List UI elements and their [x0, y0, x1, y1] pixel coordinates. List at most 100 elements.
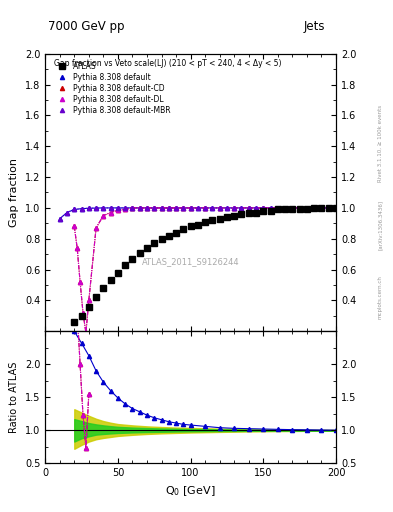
Pythia 8.308 default — [101, 205, 106, 211]
Pythia 8.308 default-CD — [94, 225, 98, 231]
ATLAS — [305, 206, 309, 212]
Line: Pythia 8.308 default: Pythia 8.308 default — [58, 206, 338, 221]
Pythia 8.308 default-CD — [101, 212, 106, 219]
ATLAS — [326, 205, 331, 211]
Pythia 8.308 default — [196, 205, 200, 211]
Line: Pythia 8.308 default-MBR: Pythia 8.308 default-MBR — [58, 206, 338, 221]
Pythia 8.308 default-CD — [84, 330, 88, 336]
Pythia 8.308 default-CD — [261, 205, 266, 211]
Line: ATLAS: ATLAS — [72, 205, 339, 325]
ATLAS — [210, 217, 215, 223]
Pythia 8.308 default-CD — [290, 205, 295, 211]
Pythia 8.308 default — [79, 206, 84, 212]
Pythia 8.308 default-CD — [123, 206, 128, 212]
Pythia 8.308 default — [174, 205, 178, 211]
Pythia 8.308 default-MBR — [225, 205, 230, 211]
Pythia 8.308 default-MBR — [261, 205, 266, 211]
Pythia 8.308 default — [239, 205, 244, 211]
ATLAS — [203, 219, 208, 225]
ATLAS — [334, 205, 338, 211]
Pythia 8.308 default — [86, 205, 91, 211]
ATLAS — [290, 206, 295, 212]
Pythia 8.308 default-CD — [188, 205, 193, 211]
Text: Gap fraction vs Veto scale(LJ) (210 < pT < 240, 4 < Δy < 5): Gap fraction vs Veto scale(LJ) (210 < pT… — [54, 59, 281, 68]
Pythia 8.308 default-CD — [108, 209, 113, 216]
Pythia 8.308 default — [217, 205, 222, 211]
ATLAS — [174, 229, 178, 236]
Pythia 8.308 default — [57, 216, 62, 222]
ATLAS — [130, 255, 135, 262]
ATLAS — [239, 211, 244, 217]
Pythia 8.308 default-DL — [232, 205, 237, 211]
ATLAS — [138, 249, 142, 255]
Pythia 8.308 default-CD — [138, 205, 142, 211]
Pythia 8.308 default — [188, 205, 193, 211]
Pythia 8.308 default — [319, 205, 324, 211]
Pythia 8.308 default-MBR — [159, 205, 164, 211]
Pythia 8.308 default-CD — [152, 205, 156, 211]
Pythia 8.308 default — [203, 205, 208, 211]
Pythia 8.308 default — [298, 205, 302, 211]
Pythia 8.308 default-MBR — [203, 205, 208, 211]
Pythia 8.308 default-CD — [232, 205, 237, 211]
Pythia 8.308 default-MBR — [196, 205, 200, 211]
Pythia 8.308 default-MBR — [217, 205, 222, 211]
Pythia 8.308 default-MBR — [94, 205, 98, 211]
Y-axis label: Gap fraction: Gap fraction — [9, 158, 19, 227]
Pythia 8.308 default — [232, 205, 237, 211]
Pythia 8.308 default-CD — [81, 310, 85, 316]
ATLAS — [101, 285, 106, 291]
Pythia 8.308 default-MBR — [239, 205, 244, 211]
Pythia 8.308 default — [64, 209, 70, 216]
ATLAS — [181, 226, 186, 232]
Pythia 8.308 default-CD — [167, 205, 171, 211]
Pythia 8.308 default-DL — [116, 207, 120, 214]
Pythia 8.308 default — [254, 205, 259, 211]
Pythia 8.308 default-MBR — [275, 205, 280, 211]
Pythia 8.308 default-MBR — [174, 205, 178, 211]
Pythia 8.308 default — [138, 205, 142, 211]
Pythia 8.308 default-DL — [72, 223, 77, 229]
Pythia 8.308 default-CD — [305, 205, 309, 211]
Pythia 8.308 default-DL — [167, 205, 171, 211]
ATLAS — [145, 245, 149, 251]
Pythia 8.308 default-MBR — [326, 205, 331, 211]
Pythia 8.308 default-DL — [181, 205, 186, 211]
Pythia 8.308 default-MBR — [64, 209, 70, 216]
Pythia 8.308 default-MBR — [130, 205, 135, 211]
Text: ATLAS_2011_S9126244: ATLAS_2011_S9126244 — [142, 258, 239, 266]
Pythia 8.308 default-DL — [101, 212, 106, 219]
Pythia 8.308 default-DL — [334, 205, 338, 211]
Pythia 8.308 default-CD — [75, 245, 79, 251]
Pythia 8.308 default-MBR — [232, 205, 237, 211]
ATLAS — [123, 262, 128, 268]
Pythia 8.308 default-DL — [217, 205, 222, 211]
Pythia 8.308 default-MBR — [108, 205, 113, 211]
ATLAS — [188, 223, 193, 229]
Pythia 8.308 default-CD — [181, 205, 186, 211]
Pythia 8.308 default-DL — [123, 206, 128, 212]
Pythia 8.308 default-DL — [86, 297, 91, 304]
Pythia 8.308 default-DL — [188, 205, 193, 211]
Pythia 8.308 default — [334, 205, 338, 211]
Pythia 8.308 default-CD — [78, 279, 83, 285]
Pythia 8.308 default-MBR — [138, 205, 142, 211]
Pythia 8.308 default-MBR — [188, 205, 193, 211]
Y-axis label: Ratio to ATLAS: Ratio to ATLAS — [9, 361, 19, 433]
ATLAS — [116, 270, 120, 276]
Pythia 8.308 default — [210, 205, 215, 211]
Pythia 8.308 default-DL — [130, 205, 135, 211]
Pythia 8.308 default-DL — [261, 205, 266, 211]
Pythia 8.308 default-CD — [334, 205, 338, 211]
ATLAS — [108, 278, 113, 284]
ATLAS — [268, 208, 273, 214]
ATLAS — [217, 216, 222, 222]
Pythia 8.308 default-MBR — [167, 205, 171, 211]
Pythia 8.308 default-CD — [116, 207, 120, 214]
Pythia 8.308 default-MBR — [210, 205, 215, 211]
Pythia 8.308 default-CD — [319, 205, 324, 211]
Pythia 8.308 default-MBR — [79, 206, 84, 212]
Text: Jets: Jets — [304, 20, 325, 33]
Pythia 8.308 default-DL — [145, 205, 149, 211]
Pythia 8.308 default-MBR — [101, 205, 106, 211]
